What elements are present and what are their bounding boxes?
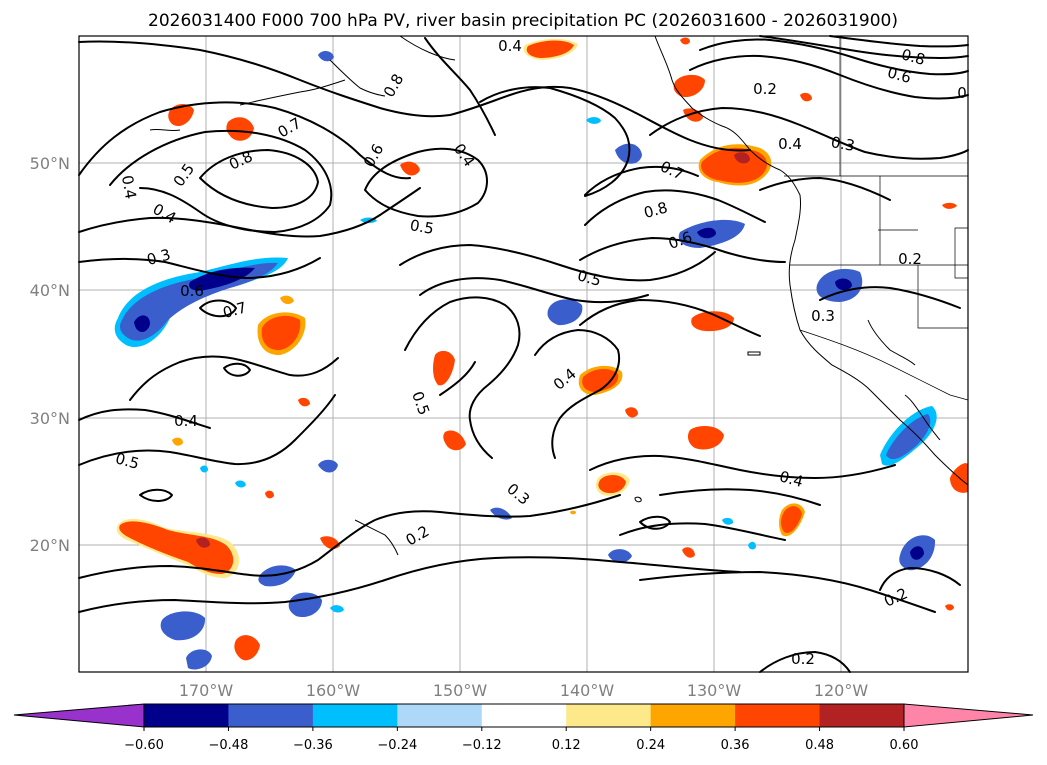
colorbar-tick-label: 0.60 bbox=[890, 738, 919, 753]
contour-label: 0.2 bbox=[898, 250, 922, 268]
contour-label: 0 bbox=[957, 84, 967, 102]
pv-contours bbox=[78, 35, 969, 673]
lon-label-160w: 160°W bbox=[306, 681, 361, 700]
contour-label: 0.6 bbox=[885, 63, 913, 87]
borders bbox=[784, 36, 969, 401]
lon-label-130w: 130°W bbox=[687, 681, 742, 700]
lon-label-150w: 150°W bbox=[433, 681, 488, 700]
lat-label-30n: 30°N bbox=[30, 409, 70, 428]
colorbar-segment bbox=[650, 704, 736, 727]
lon-label-140w: 140°W bbox=[560, 681, 615, 700]
colorbar-max-arrow bbox=[904, 704, 1033, 727]
contour-label: 0.6 bbox=[180, 282, 204, 300]
colorbar-segment bbox=[312, 704, 398, 727]
positive-anomaly-blobs bbox=[116, 37, 968, 661]
colorbar-segment bbox=[735, 704, 821, 727]
colorbar-segment bbox=[819, 704, 905, 727]
contour-label: 0.8 bbox=[642, 198, 670, 222]
colorbar-segment bbox=[481, 704, 567, 727]
contour-label: 0.2 bbox=[753, 80, 777, 98]
colorbar-tick-label: −0.12 bbox=[462, 738, 502, 753]
map-panel: 0.4 0.8 0.6 0.2 0 0.7 0.8 0.6 0.4 0.4 0.… bbox=[78, 35, 969, 673]
contour-label: 0.3 bbox=[830, 133, 857, 155]
contour-label: 0.4 bbox=[174, 412, 198, 430]
lon-label-170w: 170°W bbox=[179, 681, 234, 700]
negative-anomaly-blobs bbox=[114, 51, 937, 670]
colorbar-frame bbox=[143, 703, 905, 728]
colorbar-min-arrow bbox=[14, 704, 144, 727]
colorbar-segment bbox=[566, 704, 652, 727]
contour-label: 0.5 bbox=[113, 449, 141, 473]
colorbar-tick-label: 0.48 bbox=[805, 738, 834, 753]
colorbar-segment bbox=[144, 704, 229, 727]
lat-label-20n: 20°N bbox=[30, 536, 70, 555]
contour-label: 0.2 bbox=[791, 650, 815, 668]
contour-label: 0.4 bbox=[118, 174, 140, 201]
colorbar-tick-label: −0.60 bbox=[124, 738, 164, 753]
map-frame bbox=[78, 35, 969, 673]
colorbar-ticks: −0.60 −0.48 −0.36 −0.24 −0.12 0.12 0.24 0.36 0.4… bbox=[124, 727, 918, 753]
contour-label: 0.3 bbox=[145, 245, 173, 269]
colorbar: −0.60 −0.48 −0.36 −0.24 −0.12 0.12 0.24 0.36 0.4… bbox=[13, 703, 1034, 753]
contour-label: 0.4 bbox=[777, 467, 805, 491]
contour-label: 0.7 bbox=[221, 298, 249, 322]
lat-label-40n: 40°N bbox=[30, 281, 70, 300]
colorbar-segment bbox=[397, 704, 483, 727]
contour-label: 0.4 bbox=[778, 135, 802, 153]
contour-label: 0.5 bbox=[575, 266, 603, 290]
colorbar-tick-label: −0.36 bbox=[293, 738, 333, 753]
colorbar-tick-label: −0.24 bbox=[377, 738, 417, 753]
colorbar-segments bbox=[14, 704, 1033, 727]
coastlines bbox=[149, 35, 969, 556]
lon-label-120w: 120°W bbox=[814, 681, 869, 700]
colorbar-tick-label: 0.12 bbox=[552, 738, 581, 753]
latitude-labels: 50°N 40°N 30°N 20°N bbox=[30, 154, 70, 555]
contour-label: 0.4 bbox=[498, 37, 522, 55]
map-title: 2026031400 F000 700 hPa PV, river basin … bbox=[148, 11, 898, 31]
longitude-labels: 170°W 160°W 150°W 140°W 130°W 120°W bbox=[179, 681, 869, 700]
precip-shading bbox=[114, 37, 968, 670]
colorbar-tick-label: 0.36 bbox=[721, 738, 750, 753]
contour-label: 0.5 bbox=[409, 216, 436, 238]
colorbar-tick-label: 0.24 bbox=[636, 738, 665, 753]
colorbar-segment bbox=[228, 704, 314, 727]
contour-label: 0.3 bbox=[811, 307, 835, 325]
contour-label: 0.8 bbox=[899, 45, 927, 69]
colorbar-tick-label: −0.48 bbox=[209, 738, 249, 753]
lat-label-50n: 50°N bbox=[30, 154, 70, 173]
contour-labels: 0.4 0.8 0.6 0.2 0 0.7 0.8 0.6 0.4 0.4 0.… bbox=[113, 37, 966, 668]
